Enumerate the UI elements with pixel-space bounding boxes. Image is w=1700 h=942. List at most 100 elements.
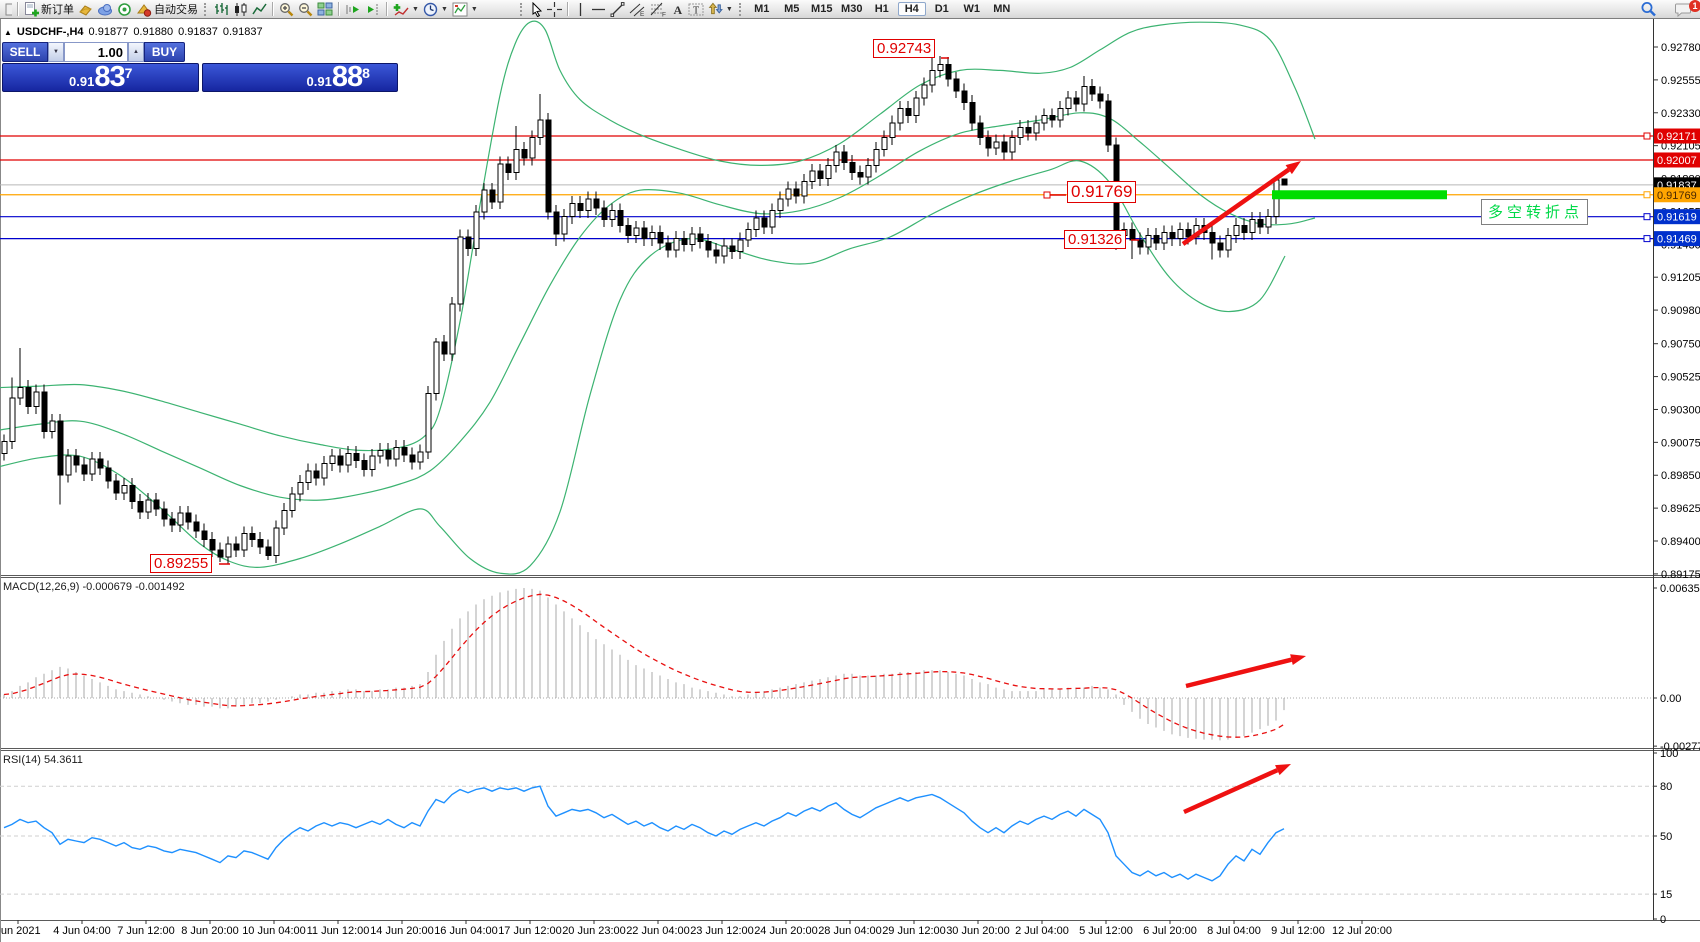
bollinger-bands [0,20,1316,575]
toolbar-drag-handle[interactable] [204,2,208,16]
timeframe-button-h4[interactable]: H4 [897,2,926,16]
toolbar-drag-handle[interactable] [738,2,743,16]
metaeditor-icon[interactable] [76,1,95,18]
svg-text:7 Jun 12:00: 7 Jun 12:00 [117,925,175,937]
candle [705,240,712,251]
candle [761,217,768,228]
auto-trading-button[interactable]: 自动交易 [134,1,200,18]
collapse-arrow-icon[interactable]: ▲ [4,27,12,37]
candle [273,527,280,557]
vertical-line-icon[interactable] [572,1,589,18]
indicators-button[interactable]: ▼ [391,1,421,18]
ohlc-low: 0.91837 [178,26,218,38]
fibonacci-icon[interactable]: F [648,1,669,18]
signals-icon[interactable] [115,1,134,18]
candle [49,420,56,432]
candle [1217,242,1224,251]
tile-windows-icon[interactable] [315,1,335,18]
candle [113,480,120,494]
toolbar-separator [566,2,569,16]
candle [1001,141,1008,153]
arrows-tool-icon [708,2,723,17]
rsi-label: RSI(14) 54.3611 [3,754,83,766]
timeframe-button-mn[interactable]: MN [993,3,1011,15]
highlight-bar[interactable] [1272,190,1447,200]
peak-price-label[interactable]: 0.92743 [873,39,936,59]
candle [105,467,112,482]
svg-text:80: 80 [1660,781,1672,793]
svg-text:6 Jul 20:00: 6 Jul 20:00 [1143,925,1197,937]
notifications-button[interactable]: 1 [1673,0,1700,18]
timeframe-button-h1[interactable]: H1 [874,3,889,15]
text-label-icon[interactable]: T [686,1,706,18]
ohlc-high: 0.91880 [133,26,174,38]
new-order-button[interactable]: 新订单 [22,1,76,18]
search-icon[interactable] [1638,1,1659,18]
templates-button[interactable]: ▼ [450,1,480,18]
svg-text:30 Jun 20:00: 30 Jun 20:00 [946,925,1010,937]
candle [1097,93,1104,102]
toolbar-separator [17,2,19,16]
candle [281,509,288,529]
svg-text:14 Jun 20:00: 14 Jun 20:00 [370,925,434,937]
svg-text:16 Jun 04:00: 16 Jun 04:00 [434,925,498,937]
candle [249,533,256,541]
bar-chart-icon[interactable] [212,1,231,18]
timeframe-button-m15[interactable]: M15 [811,3,833,15]
candle [329,455,336,465]
candle [257,539,264,548]
timeframe-button-m5[interactable]: M5 [784,3,800,15]
periods-button[interactable]: ▼ [421,1,450,18]
candle [97,458,104,469]
lot-decrease-button[interactable]: ▼ [48,42,64,62]
line-chart-icon[interactable] [250,1,269,18]
candle [849,161,856,174]
timeframe-button-m30[interactable]: M30 [841,3,863,15]
candle [913,97,920,117]
zoom-out-icon[interactable] [296,1,315,18]
arrows-tool-button[interactable]: ▼ [706,1,735,18]
auto-scroll-icon[interactable] [343,1,363,18]
svg-text:F: F [662,11,666,17]
lot-increase-button[interactable]: ▲ [128,42,144,62]
support-price-label[interactable]: 0.91326 [1064,230,1127,250]
chevron-down-icon: ▼ [725,5,733,13]
trend-arrows[interactable] [1181,161,1306,815]
candle [1137,239,1144,248]
candle [473,211,480,250]
crosshair-icon[interactable] [545,1,564,18]
cursor-icon[interactable] [528,1,545,18]
candle [1169,232,1176,239]
community-icon[interactable] [95,1,115,18]
candlestick-chart-icon[interactable] [231,1,250,18]
candle [553,211,560,235]
toolbar-drag-handle[interactable] [519,2,524,16]
sell-price-box[interactable]: 0.91 83 7 [2,63,199,92]
candle [1081,85,1088,105]
timeframe-button-m1[interactable]: M1 [754,3,770,15]
buy-button[interactable]: BUY [144,42,185,62]
trendline-icon[interactable] [608,1,627,18]
horizontal-line-icon[interactable] [589,1,608,18]
candle [513,148,520,174]
candle [305,470,312,484]
chevron-down-icon: ▼ [470,5,478,13]
timeframe-button-w1[interactable]: W1 [963,3,981,15]
equidistant-channel-icon[interactable]: E [627,1,648,18]
sell-button[interactable]: SELL [2,42,48,62]
buy-price-box[interactable]: 0.91 88 8 [201,63,398,92]
lot-size-input[interactable] [64,42,128,62]
candle [385,449,392,460]
zoom-in-icon[interactable] [277,1,296,18]
timeframe-button-d1[interactable]: D1 [934,3,949,15]
resistance-price-label[interactable]: 0.91769 [1067,181,1137,203]
chart-shift-icon[interactable] [363,1,383,18]
text-tool-icon[interactable]: A [669,1,686,18]
bottom-price-label[interactable]: 0.89255 [150,554,213,574]
turning-point-note[interactable]: 多空转折点 [1481,199,1589,225]
candle [1049,115,1056,121]
candle [241,533,248,551]
candle [1025,126,1032,134]
candle [345,452,352,466]
